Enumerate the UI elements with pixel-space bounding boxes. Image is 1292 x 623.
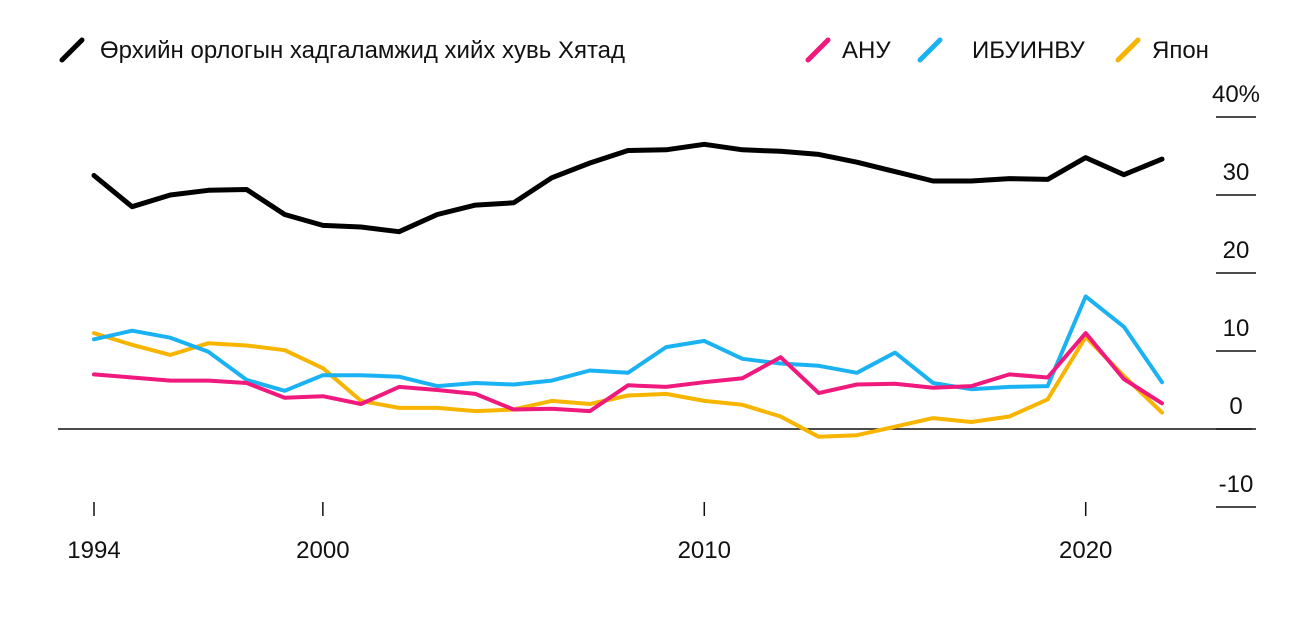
y-axis: 40% 30 20 10 0 -10 xyxy=(1212,81,1260,508)
legend-swatch-series-4 xyxy=(1115,37,1141,63)
y-tick-label: 0 xyxy=(1229,393,1242,420)
legend-label-series-1: Өрхийн орлогын хадгаламжид хийх хувь Хят… xyxy=(100,37,625,64)
legend-label-series-3: ИБУИНВУ xyxy=(972,37,1085,64)
legend-label-series-2: АНУ xyxy=(842,37,891,64)
legend-label-series-4: Япон xyxy=(1152,37,1209,64)
legend-swatch-series-1 xyxy=(59,37,85,63)
series-line-series-1 xyxy=(91,141,1165,235)
y-tick-label: 30 xyxy=(1223,159,1250,186)
y-tick-label: 10 xyxy=(1223,315,1250,342)
y-tick-label: -10 xyxy=(1219,471,1254,498)
y-tick-label: 20 xyxy=(1223,237,1250,264)
x-axis: 1994 2000 2010 2020 xyxy=(67,502,1112,564)
series-line-series-3 xyxy=(92,294,1164,393)
series-lines xyxy=(91,141,1165,439)
x-tick-label: 2000 xyxy=(296,537,349,564)
legend-swatch-series-2 xyxy=(805,37,831,63)
y-tick-label: 40% xyxy=(1212,81,1260,108)
x-tick-label: 1994 xyxy=(67,537,120,564)
series-line-series-2 xyxy=(92,331,1164,414)
legend-swatch-series-3 xyxy=(917,37,943,63)
series-line-series-4 xyxy=(92,331,1164,439)
x-tick-label: 2020 xyxy=(1059,537,1112,564)
legend: Өрхийн орлогын хадгаламжид хийх хувь Хят… xyxy=(59,37,1209,64)
x-tick-label: 2010 xyxy=(678,537,731,564)
